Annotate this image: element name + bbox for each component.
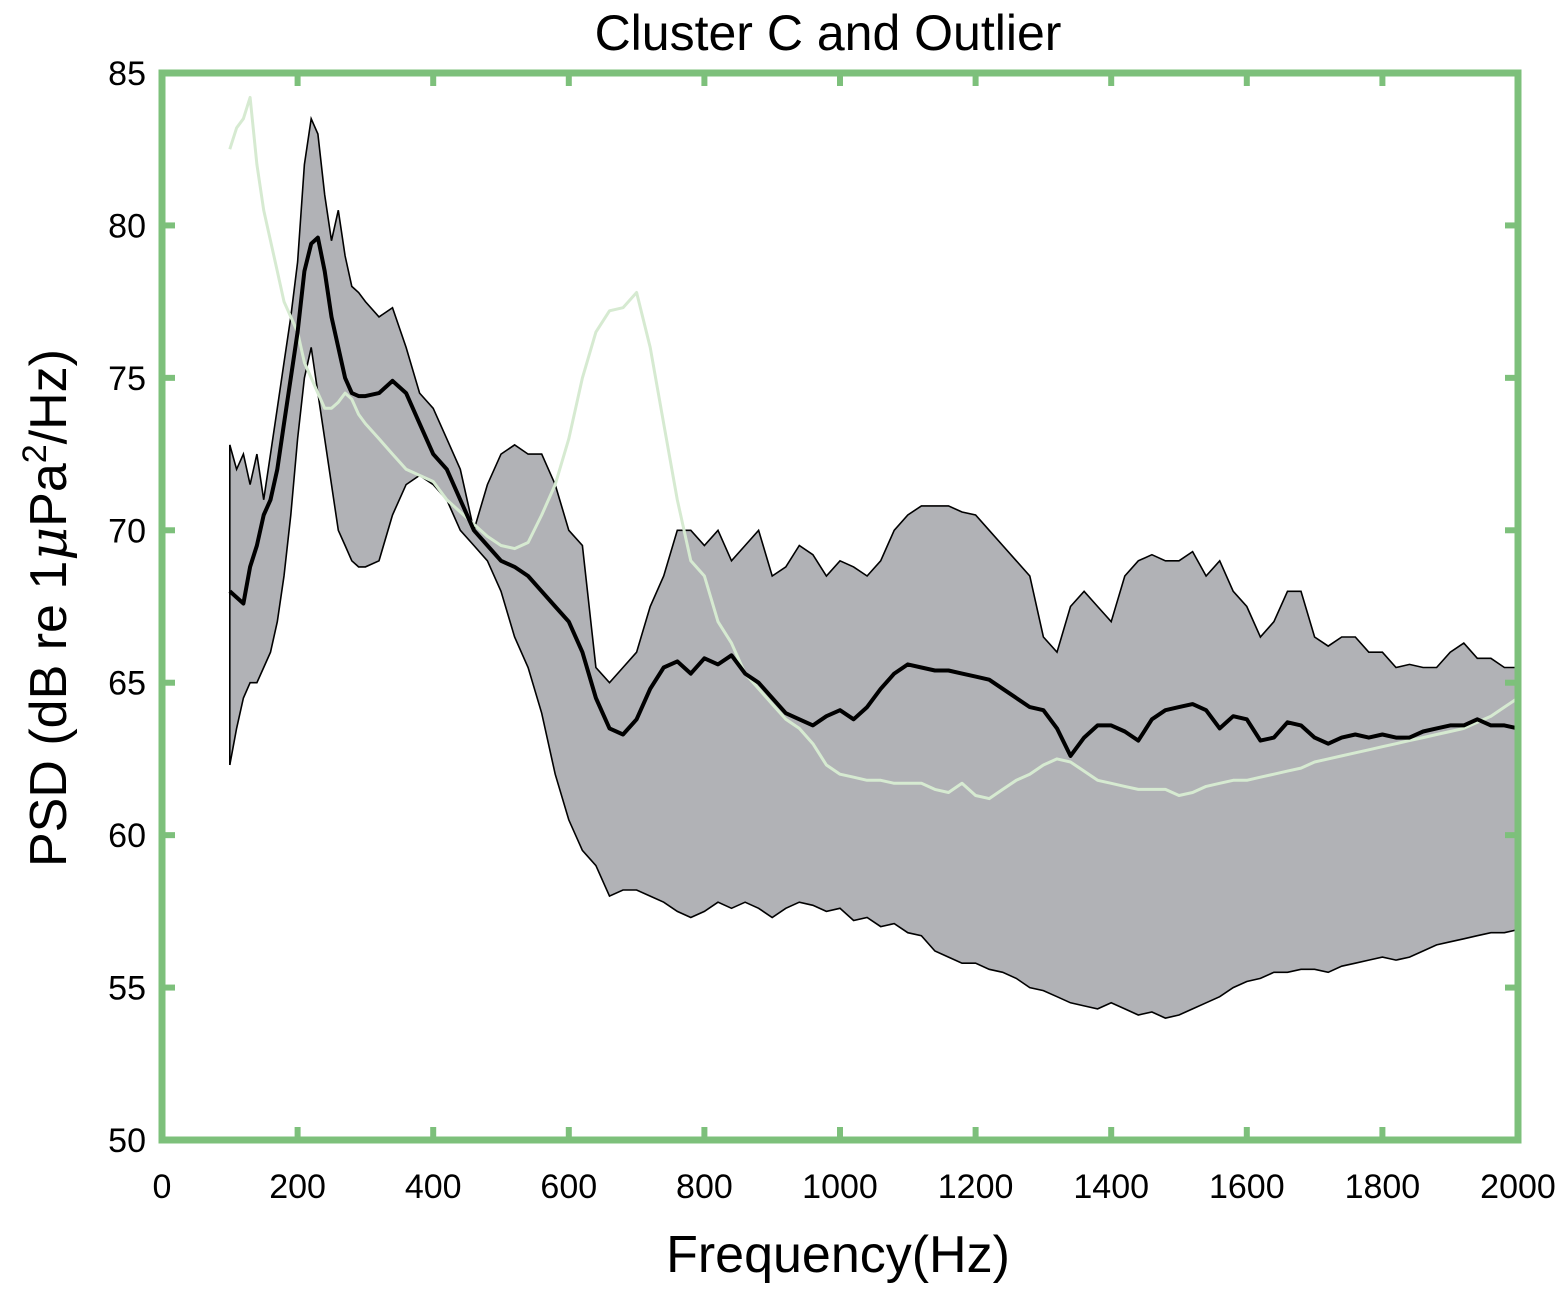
y-tick-label: 75: [108, 360, 146, 398]
y-axis-title-tail: /Hz): [20, 349, 78, 444]
x-tick-label: 1200: [938, 1168, 1014, 1206]
x-tick-label: 400: [405, 1168, 462, 1206]
plot-frame: [158, 69, 1522, 1144]
x-tick-label: 1000: [802, 1168, 878, 1206]
x-tick-label: 1400: [1073, 1168, 1149, 1206]
outlier-line: [228, 95, 1519, 801]
x-tick-label: 0: [153, 1168, 172, 1206]
x-tick-label: 800: [676, 1168, 733, 1206]
y-axis-title: PSD (dB re 1μPa2/Hz): [16, 349, 79, 867]
y-tick-label: 70: [108, 512, 146, 550]
band-upper-line: [229, 115, 1518, 684]
x-tick-label: 200: [269, 1168, 326, 1206]
x-tick-label: 2000: [1480, 1168, 1556, 1206]
y-axis-title-superscript: 2: [16, 444, 54, 463]
x-tick-label: 1800: [1345, 1168, 1421, 1206]
y-tick-label: 80: [108, 207, 146, 245]
y-tick-label: 50: [108, 1122, 146, 1160]
y-tick-label: 55: [108, 970, 146, 1008]
y-axis-title-pa: Pa: [20, 463, 78, 527]
band-fill: [229, 118, 1518, 1019]
chart-title: Cluster C and Outlier: [595, 5, 1062, 61]
mean-line: [228, 235, 1519, 758]
y-tick-label: 60: [108, 817, 146, 855]
y-axis-title-mu: μ: [19, 527, 79, 561]
x-axis-title: Frequency(Hz): [666, 1226, 1010, 1284]
y-tick-label: 85: [108, 55, 146, 93]
y-axis-title-main: PSD (dB re 1: [20, 561, 78, 867]
axes-frame: [158, 69, 1522, 1144]
x-tick-label: 1600: [1209, 1168, 1285, 1206]
plot-area: [228, 95, 1519, 1019]
band-lower-line: [229, 347, 1519, 1019]
tick-labels: 0 200 400 600 800 1000 1200 1400 1600 1800 2000 50 5…: [108, 55, 1556, 1206]
x-tick-label: 600: [540, 1168, 597, 1206]
y-tick-label: 65: [108, 665, 146, 703]
